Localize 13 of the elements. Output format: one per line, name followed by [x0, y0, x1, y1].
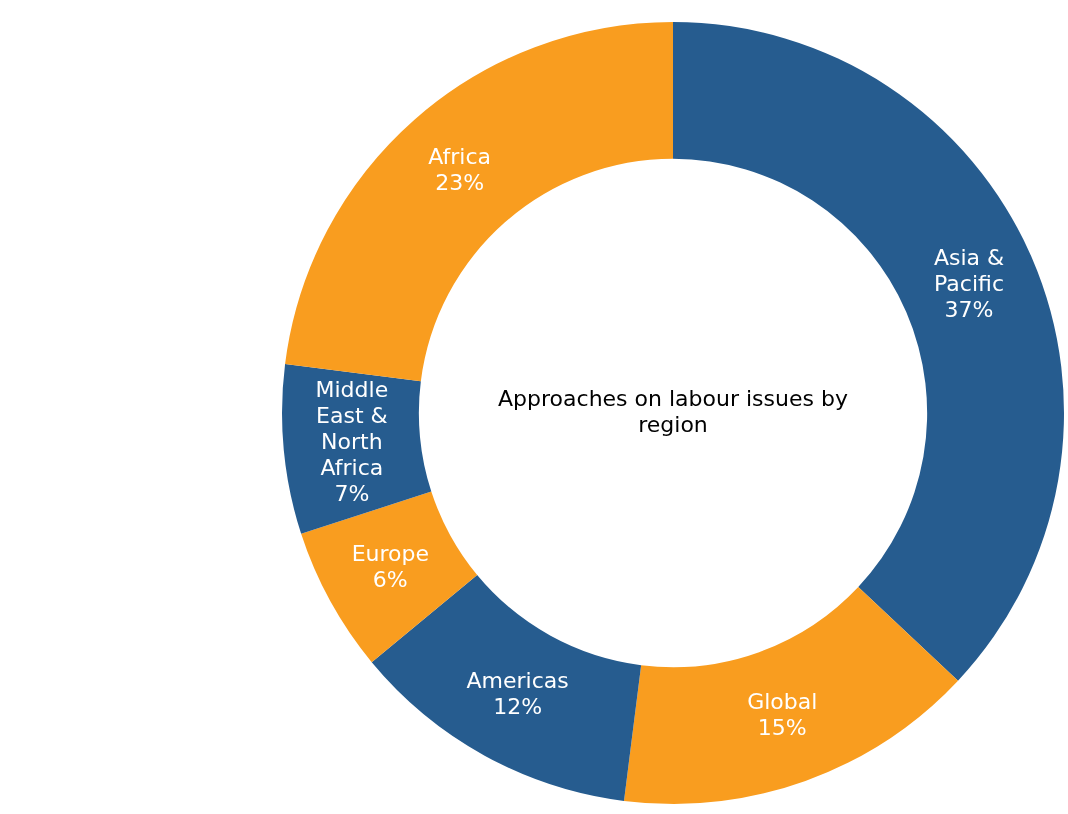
slice-label: Asia & Pacific	[933, 244, 1005, 296]
slice-label: Global	[747, 689, 818, 715]
slice-label: Europe	[351, 541, 430, 567]
data-label: 37%	[944, 296, 994, 322]
data-label: 23%	[435, 169, 485, 195]
data-label: 7%	[334, 481, 370, 507]
slice-label: Americas	[466, 668, 569, 694]
slice-label: Africa	[428, 143, 492, 169]
slice-label: Middle East & North Africa	[315, 377, 389, 481]
data-label: 6%	[372, 567, 408, 593]
data-label: 12%	[493, 694, 543, 720]
data-label: 15%	[757, 715, 807, 741]
text: Approaches on labour issues by region	[498, 385, 848, 437]
